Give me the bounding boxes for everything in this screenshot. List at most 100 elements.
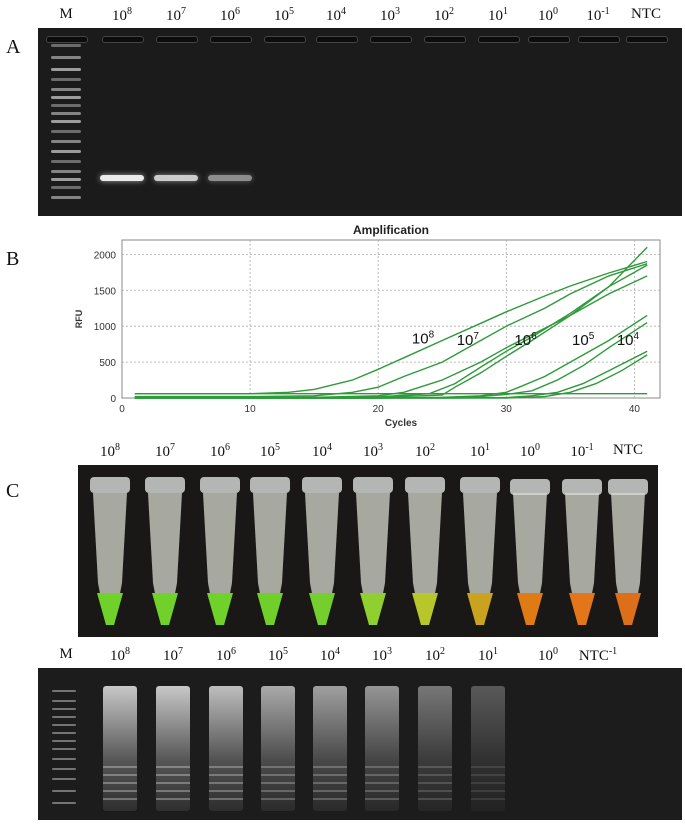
panel-a-lane-label-exponent: 7 (181, 6, 186, 17)
gel-well (528, 36, 570, 43)
reaction-tube (562, 479, 602, 625)
panel-a-lane-label-text: 10 (538, 8, 553, 24)
reaction-tube (250, 477, 290, 625)
ladder-band (51, 130, 81, 133)
ladder-band (51, 112, 81, 115)
panel-a-lane-label-exponent: 6 (235, 6, 240, 17)
reaction-tube (510, 479, 550, 625)
lamp-smear (103, 686, 137, 811)
lamp-ladder-band (365, 782, 399, 784)
ladder-band (51, 44, 81, 47)
ladder-band (51, 170, 81, 173)
tube-cap (562, 479, 602, 495)
lamp-ladder-band (313, 790, 347, 792)
tube-reaction-mix (517, 593, 543, 625)
lamp-ladder-band (471, 790, 505, 792)
lamp-ladder-band (313, 774, 347, 776)
panel-a-lane-label-text: 10 (112, 8, 127, 24)
panel-a-lane-label-text: 10 (488, 8, 503, 24)
panel-c-gel-lane-label: 103 (360, 646, 404, 665)
panel-c-tube-lane-label-exponent: 2 (430, 442, 435, 453)
panel-a-lane-label-exponent: 1 (503, 6, 508, 17)
panel-c-gel-lane-label-text: 10 (163, 648, 178, 664)
y-tick-label: 1500 (94, 286, 117, 297)
lamp-ladder-band (261, 798, 295, 800)
y-tick-label: 0 (110, 394, 116, 405)
panel-c-letter: C (6, 480, 20, 502)
x-tick-label: 20 (373, 404, 385, 415)
panel-b-letter: B (6, 248, 20, 270)
lamp-ladder-band (418, 790, 452, 792)
ladder-band (51, 104, 81, 107)
y-tick-label: 1000 (94, 322, 117, 333)
panel-c-gel-lane-label-text: 10 (425, 648, 440, 664)
ladder-band (52, 758, 76, 760)
gel-well (424, 36, 466, 43)
lamp-ladder-band (365, 790, 399, 792)
tube-cap (608, 479, 648, 495)
panel-c-tube-lane-label-exponent: 0 (535, 442, 540, 453)
lamp-ladder-band (365, 774, 399, 776)
panel-c-tube-lane-label: 104 (300, 442, 344, 461)
tube-body (356, 493, 390, 625)
tube-body (93, 493, 127, 625)
amplification-curve (134, 263, 648, 398)
tube-body (408, 493, 442, 625)
panel-a-lane-label-exponent: 3 (395, 6, 400, 17)
lamp-gel-image (38, 668, 682, 820)
panel-c-gel-lane-label-exponent: 6 (231, 646, 236, 657)
panel-c-tube-lane-label-text: NTC (613, 442, 643, 458)
tube-photo (78, 465, 658, 637)
panel-c-tube-lane-label-text: 10 (470, 444, 485, 460)
lamp-smear (156, 686, 190, 811)
panel-a-lane-label: 10-1 (576, 6, 620, 25)
panel-c-tube-lane-label-exponent: 7 (170, 442, 175, 453)
lamp-ladder-band (156, 790, 190, 792)
panel-a-lane-label: 107 (154, 6, 198, 25)
lamp-ladder-band (209, 782, 243, 784)
ladder-band (52, 700, 76, 702)
panel-c-gel-lane-label: 107 (151, 646, 195, 665)
panel-c-tube-lane-label: 105 (248, 442, 292, 461)
lamp-smear (261, 686, 295, 811)
panel-c-tube-lane-label-text: 10 (363, 444, 378, 460)
lamp-ladder-band (471, 798, 505, 800)
tube-reaction-mix (360, 593, 386, 625)
panel-c-tube-lane-label-text: 10 (210, 444, 225, 460)
lamp-ladder-band (156, 798, 190, 800)
panel-c-gel-lane-label-text: M (59, 646, 73, 662)
lamp-ladder-band (471, 766, 505, 768)
tube-reaction-mix (569, 593, 595, 625)
curve-annotation: 104 (617, 331, 640, 349)
ladder-band (51, 78, 81, 81)
panel-a-lane-label: M (44, 6, 88, 23)
tube-cap (90, 477, 130, 493)
ladder-band (52, 802, 76, 804)
ladder-band (51, 140, 81, 143)
ladder-band (52, 790, 76, 792)
tube-reaction-mix (152, 593, 178, 625)
lamp-ladder-band (418, 766, 452, 768)
gel-well (316, 36, 358, 43)
gel-well (102, 36, 144, 43)
chart-title: Amplification (353, 223, 429, 237)
ladder-band (52, 740, 76, 742)
reaction-tube (460, 477, 500, 625)
tube-cap (405, 477, 445, 493)
panel-c-gel-lane-label: 101 (466, 646, 510, 665)
y-tick-label: 2000 (94, 250, 117, 261)
panel-c-tube-lane-label-exponent: 4 (327, 442, 332, 453)
curve-annotation: 105 (572, 331, 595, 349)
panel-c-tube-lane-label-exponent: 5 (275, 442, 280, 453)
tube-reaction-mix (257, 593, 283, 625)
lamp-ladder-band (156, 782, 190, 784)
tube-cap (200, 477, 240, 493)
tube-body (463, 493, 497, 625)
gel-well (264, 36, 306, 43)
panel-c-tube-lane-label-exponent: -1 (585, 442, 594, 453)
lamp-ladder-band (103, 766, 137, 768)
panel-a-lane-label: 106 (208, 6, 252, 25)
panel-c-tube-lane-label-text: 10 (312, 444, 327, 460)
panel-c-gel-lane-label: 104 (308, 646, 352, 665)
panel-a-lane-label: 101 (476, 6, 520, 25)
